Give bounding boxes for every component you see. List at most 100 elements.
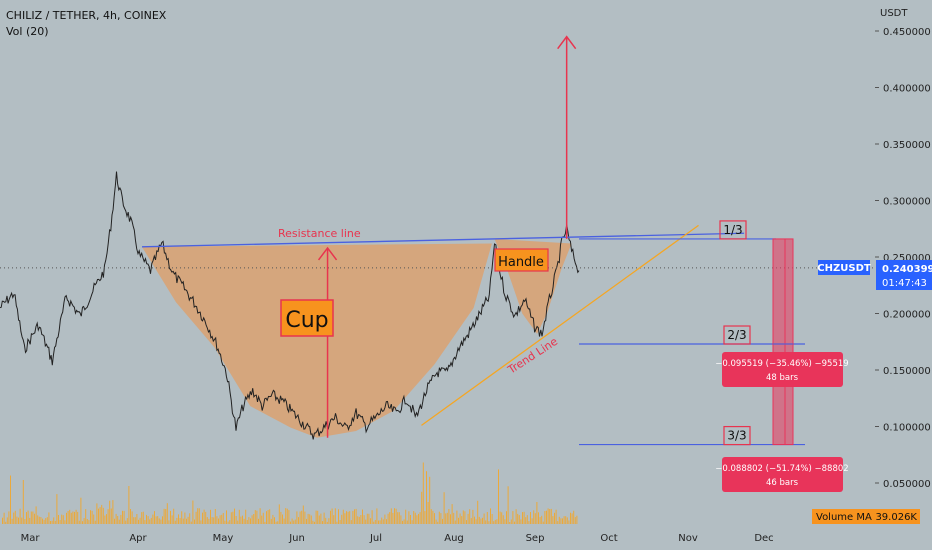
volume-bar (206, 517, 208, 524)
volume-bar (293, 520, 295, 524)
volume-bar (320, 513, 322, 524)
volume-bars (2, 462, 578, 524)
volume-bar (38, 516, 40, 524)
volume-bar (258, 518, 259, 524)
volume-bar (83, 518, 85, 524)
volume-bar (202, 512, 203, 524)
volume-bar (203, 509, 205, 524)
volume-bar (490, 508, 491, 524)
volume-bar (486, 512, 488, 524)
volume-bar (464, 511, 466, 524)
volume-bar (282, 514, 283, 524)
volume-bar (358, 516, 360, 524)
volume-bar (200, 520, 202, 524)
volume-bar (502, 515, 504, 524)
volume-bar (563, 516, 565, 524)
volume-bar (451, 504, 453, 524)
volume-bar (165, 509, 167, 524)
volume-bar (555, 509, 557, 524)
volume-bar (37, 515, 39, 524)
volume-bar (379, 520, 381, 524)
volume-bar (491, 514, 493, 524)
volume-bar (338, 509, 339, 524)
volume-bar (128, 486, 130, 524)
volume-bar (59, 520, 61, 524)
volume-bar (294, 519, 296, 524)
volume-indicator-label[interactable]: Vol (20) (6, 25, 49, 38)
volume-bar (22, 480, 24, 524)
handle-label: Handle (494, 248, 549, 272)
volume-bar (373, 521, 375, 524)
volume-bar (45, 518, 47, 524)
volume-bar (8, 511, 10, 524)
volume-bar (390, 508, 392, 524)
volume-bar (104, 515, 106, 524)
y-tick-label: 0.350000 (883, 140, 931, 151)
resistance-line-label: Resistance line (278, 227, 361, 240)
volume-bar (211, 517, 213, 524)
volume-bar (194, 519, 195, 524)
measure-text: −0.095519 (−35.46%) −95519 (715, 359, 848, 369)
volume-bar (189, 513, 191, 524)
volume-bar (566, 517, 568, 524)
volume-bar (219, 515, 221, 524)
volume-bar (515, 509, 517, 524)
volume-bar (16, 516, 18, 524)
volume-bar (496, 519, 498, 524)
target-arrow-head (557, 35, 577, 50)
volume-bar (242, 515, 243, 524)
volume-bar (454, 520, 456, 524)
volume-bar (333, 515, 335, 524)
volume-bar (222, 513, 224, 524)
cup-fill (142, 243, 492, 438)
volume-bar (78, 520, 80, 524)
volume-bar (408, 511, 410, 524)
volume-bar (43, 519, 45, 524)
volume-bar (35, 506, 37, 524)
volume-bar (182, 518, 184, 524)
volume-bar (366, 513, 368, 524)
measure-text: −0.088802 (−51.74%) −88802 (715, 464, 848, 474)
trend-line (421, 224, 699, 426)
volume-bar (27, 510, 29, 524)
volume-bar (558, 516, 560, 524)
volume-bar (326, 521, 328, 524)
volume-bar (109, 500, 111, 524)
volume-bar (259, 508, 261, 524)
volume-bar (352, 510, 354, 524)
volume-bar (243, 518, 245, 524)
volume-bar (213, 517, 215, 524)
measure-boxes: −0.095519 (−35.46%) −95519 48 bars −0.0888… (715, 238, 849, 492)
y-tick-label: 0.100000 (883, 423, 931, 434)
volume-bar (147, 516, 149, 524)
volume-bar (488, 521, 490, 524)
volume-bar (10, 475, 11, 524)
drawing-tools (141, 35, 745, 438)
volume-bar (248, 517, 250, 524)
volume-bar (90, 510, 91, 524)
volume-bar (411, 520, 413, 524)
volume-bar (435, 519, 437, 524)
volume-bar (181, 511, 183, 524)
volume-bar (82, 521, 83, 524)
volume-bar (456, 510, 458, 524)
volume-bar (229, 520, 231, 524)
volume-bar (501, 512, 503, 524)
y-tick-label: 0.450000 (883, 27, 931, 38)
volume-bar (349, 511, 351, 524)
volume-bar (562, 518, 563, 524)
volume-bar (533, 510, 535, 524)
volume-bar (245, 509, 247, 524)
volume-bar (24, 519, 26, 524)
volume-bar (205, 511, 207, 524)
volume-bar (509, 522, 511, 524)
volume-bar (98, 508, 99, 524)
volume-bar (387, 513, 389, 524)
symbol-title[interactable]: CHILIZ / TETHER, 4h, COINEX (6, 9, 167, 22)
volume-bar (216, 516, 218, 524)
volume-bar (130, 509, 131, 524)
volume-bar (344, 513, 346, 524)
volume-bar (40, 517, 42, 524)
volume-bar (414, 512, 416, 524)
